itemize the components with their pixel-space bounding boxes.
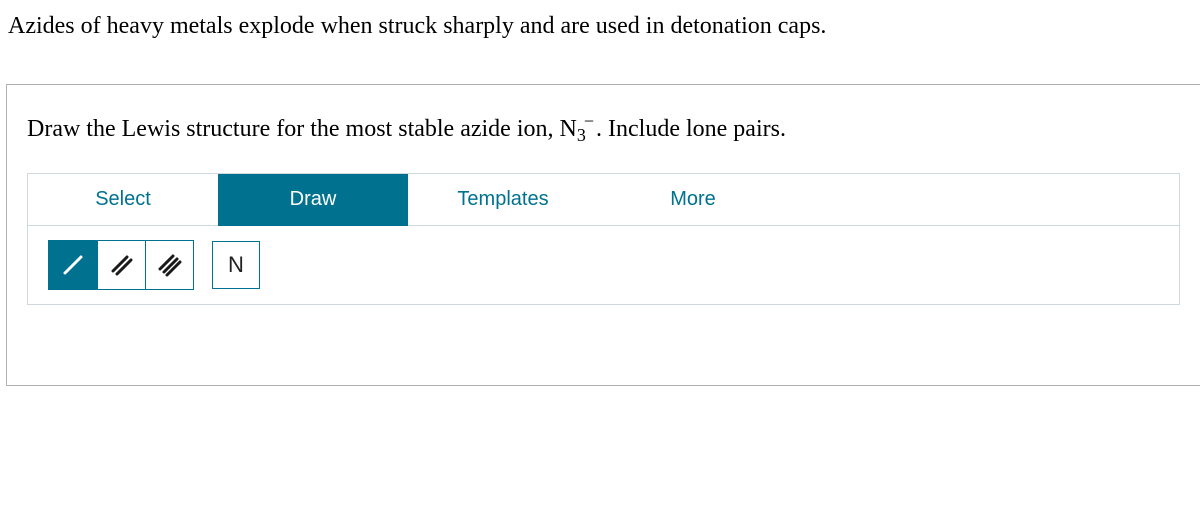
double-bond-icon: [108, 251, 136, 279]
draw-toolbar: N: [28, 226, 1179, 304]
triple-bond-tool[interactable]: [145, 241, 193, 289]
single-bond-icon: [59, 251, 87, 279]
tab-bar: Select Draw Templates More: [28, 174, 1179, 226]
formula-base: N: [560, 116, 577, 142]
context-text: Azides of heavy metals explode when stru…: [0, 0, 1200, 84]
question-prompt: Draw the Lewis structure for the most st…: [27, 109, 1180, 149]
prompt-before: Draw the Lewis structure for the most st…: [27, 116, 560, 142]
bond-tool-group: [48, 240, 194, 290]
triple-bond-icon: [156, 251, 184, 279]
double-bond-tool[interactable]: [97, 241, 145, 289]
question-panel: Draw the Lewis structure for the most st…: [6, 84, 1200, 386]
tab-bar-spacer: [788, 174, 1179, 226]
formula-superscript: −: [584, 111, 594, 131]
prompt-after: . Include lone pairs.: [596, 116, 786, 142]
tab-templates[interactable]: Templates: [408, 174, 598, 226]
tab-draw[interactable]: Draw: [218, 174, 408, 226]
formula: N3−: [560, 116, 597, 142]
single-bond-tool[interactable]: [49, 241, 97, 289]
structure-editor: Select Draw Templates More: [27, 173, 1180, 305]
tab-more[interactable]: More: [598, 174, 788, 226]
element-nitrogen-button[interactable]: N: [212, 241, 260, 289]
tab-select[interactable]: Select: [28, 174, 218, 226]
